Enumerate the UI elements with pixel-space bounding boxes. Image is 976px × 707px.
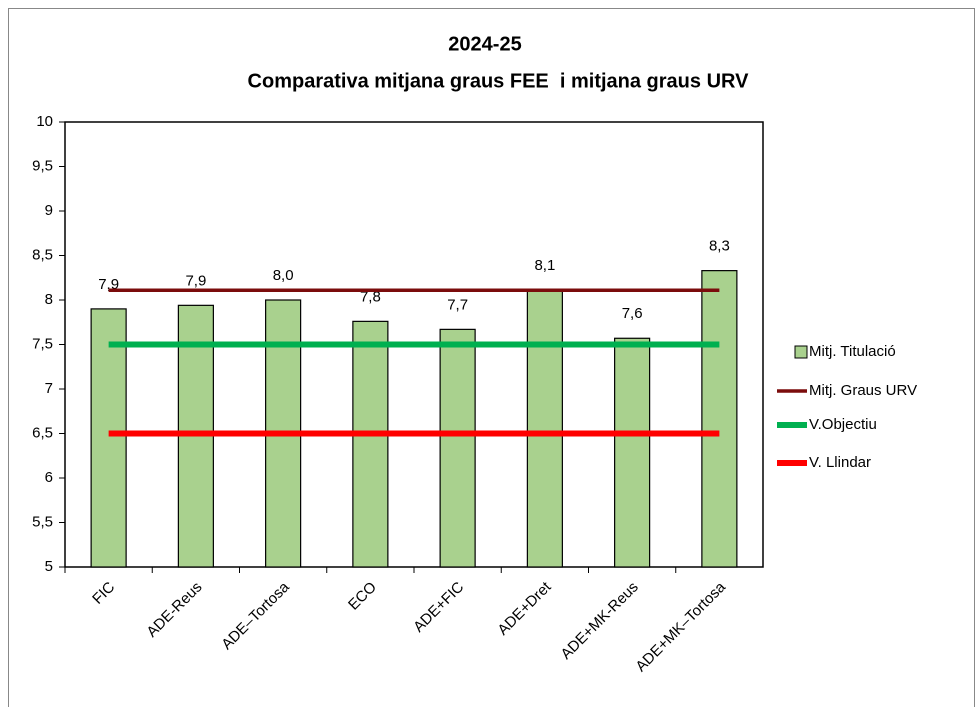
legend-label: Mitj. Titulació — [809, 343, 896, 360]
value-label: 7,6 — [622, 305, 643, 322]
chart-subtitle: Comparativa mitjana graus FEE i mitjana … — [248, 70, 750, 92]
bar — [439, 328, 476, 568]
value-label: 8,0 — [273, 267, 294, 284]
bar — [352, 320, 389, 568]
legend-label: V. Llindar — [809, 454, 871, 471]
value-label: 7,8 — [360, 288, 381, 305]
y-tick-label: 9 — [45, 202, 53, 219]
y-tick-label: 9,5 — [32, 157, 53, 174]
bar — [701, 270, 738, 568]
value-label: 7,7 — [447, 296, 468, 313]
y-tick-label: 5,5 — [32, 513, 53, 530]
chart-border — [8, 8, 975, 707]
chart-title: 2024-25 — [448, 33, 521, 55]
legend-swatch — [794, 345, 808, 359]
legend-label: V.Objectiu — [809, 416, 877, 433]
bar — [614, 337, 651, 568]
y-tick-label: 8 — [45, 291, 53, 308]
value-label: 7,9 — [185, 272, 206, 289]
y-tick-label: 8,5 — [32, 246, 53, 263]
legend-label: Mitj. Graus URV — [809, 382, 917, 399]
y-tick-label: 5 — [45, 558, 53, 575]
bar — [90, 308, 127, 568]
y-tick-label: 6 — [45, 469, 53, 486]
value-label: 8,1 — [534, 257, 555, 274]
y-tick-label: 7,5 — [32, 335, 53, 352]
y-tick-label: 7 — [45, 380, 53, 397]
bar — [526, 289, 563, 568]
y-tick-label: 6,5 — [32, 424, 53, 441]
y-tick-label: 10 — [36, 113, 53, 130]
value-label: 8,3 — [709, 238, 730, 255]
